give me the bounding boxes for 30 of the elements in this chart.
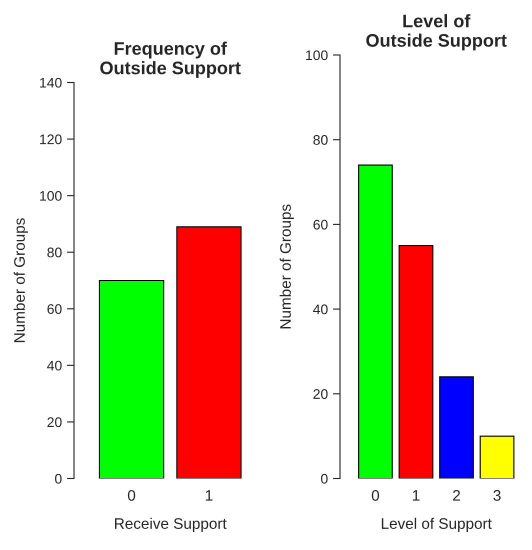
x-tick-label: 1 (206, 490, 212, 501)
x-axis-title: Level of Support (382, 518, 492, 532)
y-tick-label: 80 (313, 135, 328, 145)
y-tick-label: 140 (40, 78, 62, 88)
y-tick-label: 40 (313, 304, 328, 314)
x-tick-label: 2 (453, 490, 460, 501)
y-tick-label: 40 (47, 360, 62, 371)
bar (439, 376, 474, 478)
x-axis-title: Receive Support (115, 518, 227, 532)
x-tick-label: 0 (128, 490, 136, 501)
y-tick-label: 60 (47, 304, 62, 314)
y-tick-label: 120 (40, 134, 62, 144)
y-axis-title: Number of Groups (280, 204, 294, 328)
chart-title: Level of Outside Support (366, 14, 507, 50)
x-tick-label: 0 (372, 490, 380, 501)
bar (398, 245, 434, 478)
y-axis-title: Number of Groups (14, 218, 28, 342)
y-tick-label: 60 (313, 220, 328, 230)
y-tick-label: 100 (40, 190, 62, 201)
x-tick-label: 3 (493, 490, 501, 501)
bar (358, 164, 393, 478)
y-tick-label: 100 (306, 50, 328, 60)
y-tick-label: 0 (321, 474, 328, 484)
y-tick-label: 20 (47, 417, 62, 428)
x-tick-label: 1 (412, 490, 420, 501)
bar (480, 436, 514, 478)
y-tick-label: 80 (47, 248, 62, 258)
chart-title: Frequency of Outside Support (100, 42, 241, 78)
y-tick-label: 0 (55, 474, 62, 484)
y-tick-label: 20 (313, 389, 328, 399)
